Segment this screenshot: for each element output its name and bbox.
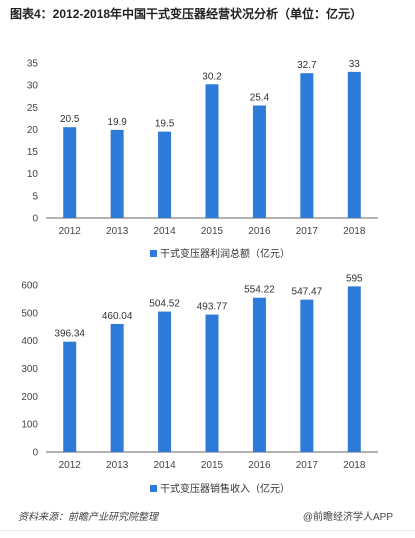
y-tick-label: 35 [27,59,39,70]
footer: 资料来源：前瞻产业研究院整理 @前瞻经济学人APP [0,508,415,526]
y-tick-label: 5 [32,191,38,202]
data-label: 33 [349,59,361,70]
data-label: 493.77 [197,302,228,313]
y-tick-label: 25 [27,103,39,114]
profit-bar-chart: 0 5 10 15 20 25 30 35 20.5 2012 19.9 2013 19.5 2014 30… [27,59,378,260]
bar [347,286,361,452]
legend-swatch [150,250,157,257]
y-tick-label: 300 [21,364,38,375]
legend-swatch [150,485,157,492]
data-label: 20.5 [60,114,80,125]
y-tick-label: 500 [21,308,38,319]
bar [205,84,219,218]
x-tick-label: 2014 [153,460,176,471]
x-tick-label: 2013 [106,226,129,237]
bar [347,71,361,218]
x-tick-label: 2018 [343,226,366,237]
x-tick-label: 2016 [248,460,271,471]
x-tick-label: 2018 [343,460,366,471]
bar [300,299,314,452]
y-tick-label: 100 [21,420,38,431]
y-tick-label: 10 [27,169,39,180]
x-tick-label: 2015 [201,460,224,471]
y-tick-label: 0 [32,448,38,459]
x-tick-label: 2012 [59,460,82,471]
x-tick-label: 2014 [153,226,176,237]
x-tick-label: 2016 [248,226,271,237]
bottom-divider [0,530,415,531]
y-tick-label: 30 [27,81,39,92]
bar [63,341,77,452]
x-tick-label: 2015 [201,226,224,237]
bar [252,105,266,218]
data-label: 595 [346,273,363,284]
y-tick-label: 20 [27,125,39,136]
y-tick-label: 600 [21,281,38,292]
x-tick-label: 2013 [106,460,129,471]
y-tick-label: 400 [21,336,38,347]
data-label: 19.9 [107,117,127,128]
data-label: 30.2 [202,71,222,82]
data-label: 504.52 [149,299,180,310]
y-tick-label: 200 [21,392,38,403]
bar [63,127,77,218]
data-label: 396.34 [54,329,85,340]
data-label: 32.7 [297,60,317,71]
y-tick-label: 0 [32,214,38,225]
data-label: 554.22 [244,285,275,296]
data-label: 460.04 [102,311,133,322]
x-tick-label: 2017 [296,226,319,237]
x-tick-label: 2017 [296,460,319,471]
bar [158,311,172,452]
legend-label: 干式变压器销售收入（亿元） [160,482,290,495]
data-label: 25.4 [250,93,270,104]
x-tick-label: 2012 [59,226,82,237]
brand-credit: @前瞻经济学人APP [302,512,393,523]
bar [158,131,172,218]
bar [110,323,124,452]
chart-title: 图表4：2012-2018年中国干式变压器经营状况分析（单位：亿元） [10,7,363,21]
source-note: 资料来源：前瞻产业研究院整理 [18,512,158,523]
revenue-bar-chart: 0 100 200 300 400 500 600 396.34 2012 460.04 2013 5… [21,273,378,495]
bar [205,314,219,452]
bar [300,73,314,218]
data-label: 547.47 [292,287,323,298]
y-tick-label: 15 [27,147,39,158]
data-label: 19.5 [155,119,175,130]
bar [252,297,266,452]
legend-label: 干式变压器利润总额（亿元） [160,247,290,260]
bar [110,129,124,218]
